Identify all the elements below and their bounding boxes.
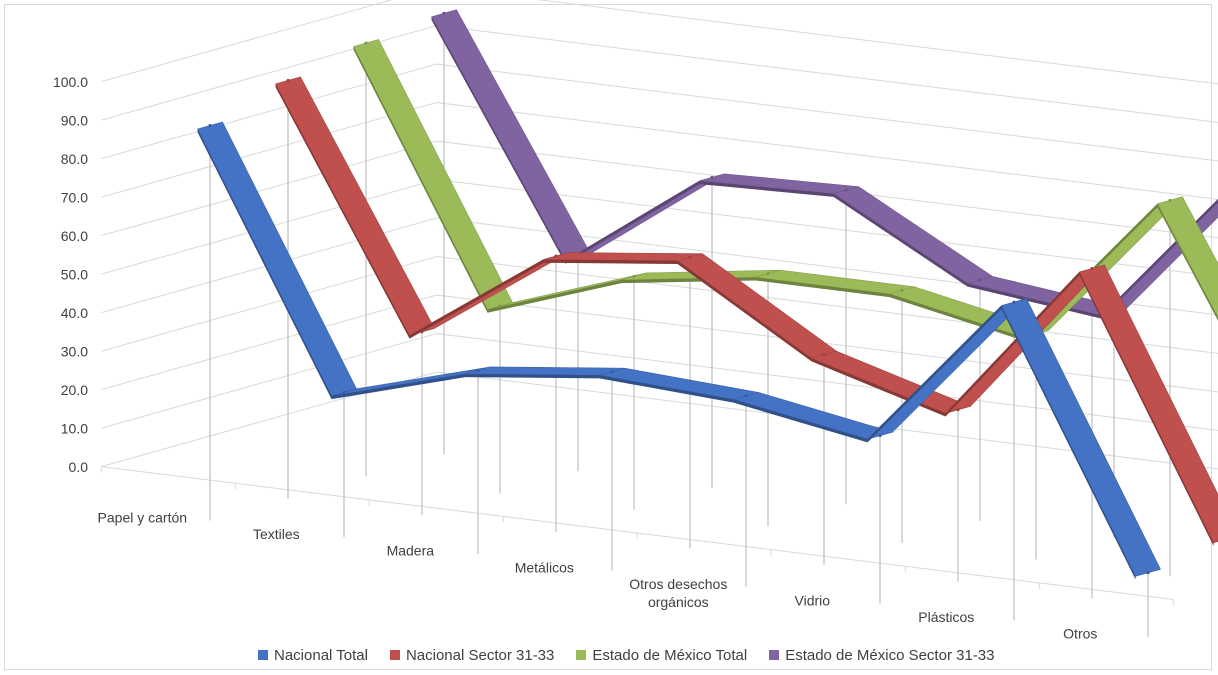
legend: Nacional Total Nacional Sector 31-33 Estad… [258, 644, 994, 666]
legend-item: Nacional Total [258, 647, 368, 664]
series-ribbon [431, 9, 1218, 319]
gridline [101, 256, 1218, 354]
category-label: Papel y cartón [98, 509, 188, 525]
y-tick-label: 80.0 [61, 151, 88, 167]
y-tick-label: 60.0 [61, 228, 88, 244]
ribbon-edge [1157, 203, 1218, 321]
legend-label: Estado de México Total [592, 646, 748, 664]
y-tick-label: 70.0 [61, 190, 88, 206]
gridline [101, 333, 1218, 431]
data-point [632, 274, 636, 278]
series-ribbon [197, 121, 1161, 580]
category-label: Madera [387, 543, 435, 559]
ribbon-edge [1001, 305, 1136, 580]
ribbon-edge [677, 260, 812, 362]
y-tick-label: 50.0 [61, 267, 88, 283]
ribbon-segment [832, 186, 994, 284]
data-point [610, 370, 614, 374]
gridline [101, 140, 1218, 239]
legend-item: Estado de México Total [576, 647, 747, 664]
data-point [766, 272, 770, 276]
gridline [101, 102, 1218, 200]
ribbon-edge [353, 46, 488, 313]
ribbon-segment [543, 252, 703, 262]
data-point [878, 434, 882, 438]
ribbon-edge [599, 375, 734, 403]
ribbon-edge [431, 16, 566, 264]
y-tick-label: 10.0 [61, 421, 88, 437]
legend-swatch [769, 650, 780, 660]
y-tick-label: 0.0 [69, 459, 89, 475]
ribbon-segment [1157, 196, 1218, 318]
category-label: Textiles [253, 526, 300, 542]
chart-area [4, 4, 1212, 670]
ribbon-segment [1001, 298, 1161, 577]
data-point [364, 41, 368, 45]
ribbon-edge [543, 259, 678, 264]
ribbon-edge [197, 129, 332, 400]
category-label: Plásticos [918, 609, 974, 625]
ribbon-edge [409, 259, 544, 339]
gridline [101, 217, 1218, 316]
chart-svg: 0.0 10.0 20.0 30.0 40.0 50.0 60.0 70.0 80.0 90.0 1… [53, 0, 1218, 640]
ribbon-segment [465, 366, 625, 376]
ribbon-edge [465, 373, 600, 379]
ribbon-edge [1079, 272, 1214, 546]
ribbon-segment [331, 366, 491, 397]
legend-label: Estado de México Sector 31-33 [785, 646, 995, 664]
ribbon-edge [565, 180, 700, 264]
y-tick-label: 20.0 [61, 382, 88, 398]
data-point [442, 11, 446, 15]
legend-item: Estado de México Sector 31-33 [769, 647, 994, 664]
data-point [844, 188, 848, 192]
y-tick-label: 30.0 [61, 344, 88, 360]
ribbon-edge [487, 279, 622, 313]
y-tick-label: 100.0 [53, 74, 88, 90]
data-point [956, 408, 960, 412]
data-point [1012, 300, 1016, 304]
ribbon-edge [945, 272, 1080, 417]
data-point [822, 353, 826, 357]
legend-swatch [389, 650, 400, 660]
ribbon-edge [275, 83, 410, 339]
data-point [554, 254, 558, 258]
ribbon-edge [755, 277, 890, 298]
data-point [1168, 198, 1172, 202]
data-point [498, 304, 502, 308]
legend-swatch [576, 650, 587, 660]
ribbon-edge [733, 399, 868, 443]
data-point [1090, 267, 1094, 271]
ribbon-segment [676, 253, 838, 359]
y-tick-label: 40.0 [61, 305, 88, 321]
data-point [744, 394, 748, 398]
category-label: Vidrio [795, 592, 831, 608]
data-point [688, 255, 692, 259]
data-point [420, 330, 424, 334]
legend-swatch [258, 650, 268, 660]
data-point [710, 175, 714, 179]
data-point [208, 124, 212, 127]
data-point [978, 278, 982, 282]
ribbon-edge [331, 373, 466, 400]
category-label: Otros [1063, 626, 1097, 640]
legend-label: Nacional Total [274, 646, 368, 664]
legend-label: Nacional Sector 31-33 [405, 646, 555, 664]
ribbon-segment [732, 392, 894, 440]
gridline [101, 0, 1218, 85]
gridline [101, 371, 1218, 470]
ribbon-edge [867, 305, 1002, 443]
data-point [286, 78, 290, 82]
legend-item: Nacional Sector 31-33 [389, 646, 555, 664]
ribbon-edge [699, 180, 834, 197]
category-label: Otros desechos orgánicos [629, 576, 727, 610]
y-tick-label: 90.0 [61, 113, 88, 129]
ribbon-edge [833, 193, 968, 287]
data-point [476, 368, 480, 372]
ribbon-segment [1079, 264, 1218, 544]
data-point [900, 288, 904, 292]
category-label: Metálicos [515, 559, 574, 575]
data-point [342, 390, 346, 394]
data-point [1146, 571, 1150, 575]
